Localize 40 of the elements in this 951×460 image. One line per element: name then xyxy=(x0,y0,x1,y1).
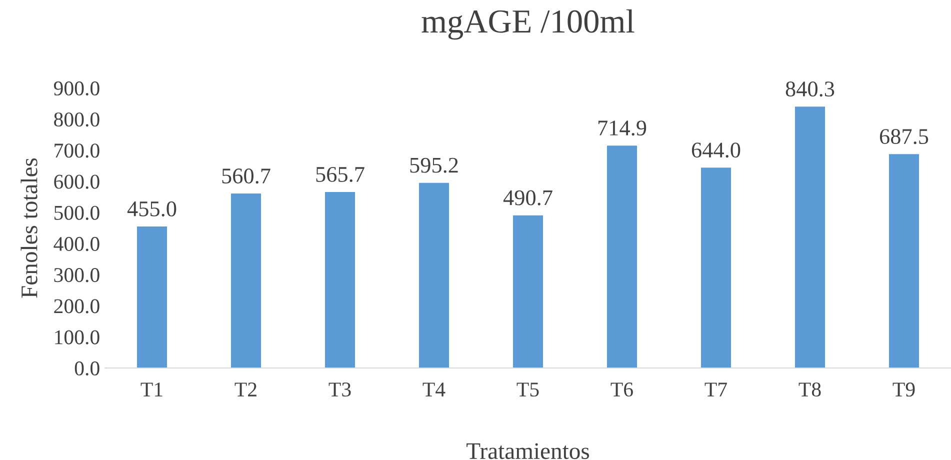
x-tick-label: T4 xyxy=(422,382,446,396)
bar xyxy=(324,192,356,368)
bar xyxy=(512,215,544,368)
data-label: 687.5 xyxy=(880,129,928,144)
y-tick-label: 700.0 xyxy=(54,144,100,158)
bar xyxy=(136,226,168,368)
data-label: 714.9 xyxy=(598,120,646,136)
bar xyxy=(794,106,826,368)
x-tick-label: T6 xyxy=(610,382,633,397)
y-tick-label: 200.0 xyxy=(54,299,100,314)
bar xyxy=(700,168,732,368)
bar xyxy=(888,154,920,368)
bar xyxy=(230,194,262,368)
x-tick-label: T3 xyxy=(328,382,351,397)
data-label: 490.7 xyxy=(503,190,552,206)
data-label: 840.3 xyxy=(786,82,834,97)
data-label: 644.0 xyxy=(692,142,740,158)
data-label: 565.7 xyxy=(316,167,364,182)
bar xyxy=(606,146,638,368)
y-axis-title: Fenoles totales xyxy=(20,158,38,298)
bar xyxy=(418,182,450,368)
y-tick-label: 400.0 xyxy=(54,236,100,252)
x-tick-label: T7 xyxy=(704,382,727,396)
y-tick-label: 100.0 xyxy=(55,330,100,344)
y-tick-label: 600.0 xyxy=(54,174,100,189)
y-tick-label: 300.0 xyxy=(54,268,100,282)
y-tick-label: 900.0 xyxy=(54,81,100,96)
data-label: 560.7 xyxy=(222,168,270,184)
data-label: 455.0 xyxy=(127,201,176,216)
y-tick-label: 500.0 xyxy=(54,206,100,220)
x-tick-label: T8 xyxy=(798,382,821,397)
y-tick-label: 0.0 xyxy=(74,361,100,376)
x-axis-title: Tratamientos xyxy=(466,443,590,460)
x-tick-label: T5 xyxy=(516,382,539,397)
x-tick-label: T2 xyxy=(234,382,256,396)
chart-title: mgAGE /100ml xyxy=(422,9,634,40)
y-tick-label: 800.0 xyxy=(54,112,100,127)
x-tick-label: T9 xyxy=(892,382,915,397)
data-label: 595.2 xyxy=(410,158,458,173)
x-tick-label: T1 xyxy=(140,382,162,396)
